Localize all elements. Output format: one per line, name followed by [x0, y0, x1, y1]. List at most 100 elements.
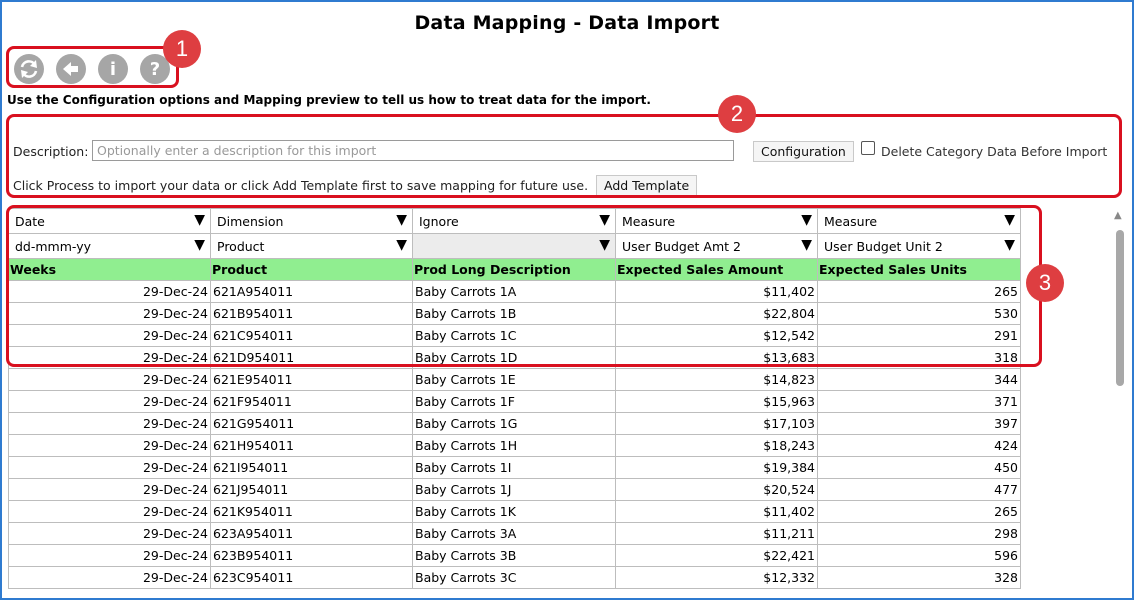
table-cell: 621I954011 [210, 456, 413, 479]
table-cell: $12,332 [615, 566, 818, 589]
column-header: Expected Sales Units [817, 258, 1021, 281]
delete-category-checkbox[interactable] [861, 141, 875, 155]
dropdown-arrow-icon: ▼ [1004, 237, 1015, 253]
table-cell: 424 [817, 434, 1021, 457]
scroll-up-icon[interactable]: ▲ [1114, 210, 1122, 221]
table-cell: 29-Dec-24 [8, 566, 211, 589]
table-cell: 328 [817, 566, 1021, 589]
table-cell: 623C954011 [210, 566, 413, 589]
mapping-table: Date ▼ Dimension ▼ Ignore ▼ Measure ▼ Measure ▼ dd… [8, 208, 1021, 589]
callout-box-2 [6, 114, 1122, 198]
table-row: 29-Dec-24 623B954011 Baby Carrots 3B $22,42… [8, 544, 1021, 567]
page-title: Data Mapping - Data Import [414, 12, 720, 34]
mapping-sub-select[interactable]: ▼ [412, 233, 616, 259]
mapping-sub-select[interactable]: User Budget Amt 2 ▼ [615, 233, 818, 259]
table-cell: $19,384 [615, 456, 818, 479]
mapping-type-select[interactable]: Date ▼ [8, 208, 211, 234]
table-cell: $20,524 [615, 478, 818, 501]
table-cell: Baby Carrots 1I [412, 456, 616, 479]
table-cell: Baby Carrots 1H [412, 434, 616, 457]
table-row: 29-Dec-24 621F954011 Baby Carrots 1F $15,96… [8, 390, 1021, 413]
table-cell: 265 [817, 500, 1021, 523]
callout-box-1 [6, 46, 179, 88]
dropdown-arrow-icon: ▼ [801, 237, 812, 253]
back-arrow-icon[interactable] [56, 54, 86, 84]
table-cell: 298 [817, 522, 1021, 545]
select-value: dd-mmm-yy [15, 238, 91, 254]
table-row: 29-Dec-24 623C954011 Baby Carrots 3C $12,33… [8, 566, 1021, 589]
add-template-button[interactable]: Add Template [596, 175, 698, 196]
select-value: Dimension [217, 213, 284, 229]
dropdown-arrow-icon: ▼ [194, 212, 205, 228]
table-cell: Baby Carrots 1F [412, 390, 616, 413]
dropdown-arrow-icon: ▼ [599, 237, 610, 253]
table-cell: Baby Carrots 3A [412, 522, 616, 545]
table-cell: Baby Carrots 1K [412, 500, 616, 523]
table-cell: 596 [817, 544, 1021, 567]
table-cell: $17,103 [615, 412, 818, 435]
table-cell: 344 [817, 368, 1021, 391]
mapping-sub-select[interactable]: Product ▼ [210, 233, 413, 259]
table-cell: 450 [817, 456, 1021, 479]
table-row: 29-Dec-24 623A954011 Baby Carrots 3A $11,21… [8, 522, 1021, 545]
process-text: Click Process to import your data or cli… [13, 178, 589, 193]
dropdown-arrow-icon: ▼ [801, 212, 812, 228]
table-row: 29-Dec-24 621G954011 Baby Carrots 1G $17,10… [8, 412, 1021, 435]
column-header: Product [210, 258, 413, 281]
table-row: 29-Dec-24 621A954011 Baby Carrots 1A $11,40… [8, 280, 1021, 303]
mapping-select-row: dd-mmm-yy ▼ Product ▼ ▼ User Budget Amt 2 ▼ Use… [8, 233, 1021, 259]
table-cell: $22,421 [615, 544, 818, 567]
table-cell: 371 [817, 390, 1021, 413]
vertical-scrollbar[interactable]: ▲ [1112, 210, 1126, 598]
refresh-icon[interactable] [14, 54, 44, 84]
table-cell: Baby Carrots 1G [412, 412, 616, 435]
dropdown-arrow-icon: ▼ [396, 237, 407, 253]
table-cell: 621H954011 [210, 434, 413, 457]
dropdown-arrow-icon: ▼ [1004, 212, 1015, 228]
table-cell: 29-Dec-24 [8, 500, 211, 523]
table-cell: 621E954011 [210, 368, 413, 391]
table-row: 29-Dec-24 621K954011 Baby Carrots 1K $11,40… [8, 500, 1021, 523]
table-cell: 29-Dec-24 [8, 368, 211, 391]
select-value: Date [15, 213, 45, 229]
table-row: 29-Dec-24 621J954011 Baby Carrots 1J $20,52… [8, 478, 1021, 501]
table-cell: 621K954011 [210, 500, 413, 523]
table-row: 29-Dec-24 621H954011 Baby Carrots 1H $18,24… [8, 434, 1021, 457]
intro-text: Use the Configuration options and Mappin… [7, 93, 651, 107]
column-header: Expected Sales Amount [615, 258, 818, 281]
table-cell: $11,211 [615, 522, 818, 545]
mapping-sub-select[interactable]: User Budget Unit 2 ▼ [817, 233, 1021, 259]
dropdown-arrow-icon: ▼ [599, 212, 610, 228]
info-icon[interactable]: i [98, 54, 128, 84]
mapping-sub-select[interactable]: dd-mmm-yy ▼ [8, 233, 211, 259]
select-value: Ignore [419, 213, 459, 229]
table-cell: 29-Dec-24 [8, 434, 211, 457]
scroll-thumb[interactable] [1116, 230, 1124, 386]
table-cell: Baby Carrots 1C [412, 324, 616, 347]
table-cell: 621D954011 [210, 346, 413, 369]
select-value: User Budget Unit 2 [824, 238, 943, 254]
description-label: Description: [13, 144, 89, 159]
table-cell: 623A954011 [210, 522, 413, 545]
table-cell: 29-Dec-24 [8, 456, 211, 479]
table-cell: 29-Dec-24 [8, 544, 211, 567]
table-cell: 29-Dec-24 [8, 390, 211, 413]
dropdown-arrow-icon: ▼ [396, 212, 407, 228]
configuration-button[interactable]: Configuration [753, 141, 854, 162]
table-cell: 621C954011 [210, 324, 413, 347]
mapping-type-select[interactable]: Ignore ▼ [412, 208, 616, 234]
table-cell: Baby Carrots 3B [412, 544, 616, 567]
callout-box-3 [6, 205, 1042, 367]
dropdown-arrow-icon: ▼ [194, 237, 205, 253]
table-cell: 265 [817, 280, 1021, 303]
table-cell: $18,243 [615, 434, 818, 457]
info-glyph: i [109, 58, 117, 80]
select-value: User Budget Amt 2 [622, 238, 741, 254]
table-row: 29-Dec-24 621E954011 Baby Carrots 1E $14,82… [8, 368, 1021, 391]
table-cell: 318 [817, 346, 1021, 369]
mapping-type-select[interactable]: Measure ▼ [817, 208, 1021, 234]
help-glyph: ? [149, 58, 161, 80]
description-input[interactable]: Optionally enter a description for this … [92, 140, 734, 161]
callout-badge-1: 1 [163, 30, 201, 68]
